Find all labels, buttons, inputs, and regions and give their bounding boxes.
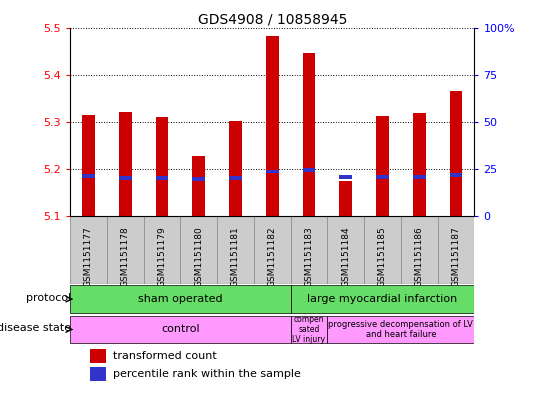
Bar [438, 217, 474, 284]
Bar [291, 217, 327, 284]
Bar [266, 170, 279, 173]
Text: disease state: disease state [0, 323, 71, 333]
Text: GSM1151179: GSM1151179 [157, 227, 167, 287]
Title: GDS4908 / 10858945: GDS4908 / 10858945 [197, 12, 347, 26]
Text: large myocardial infarction: large myocardial infarction [307, 294, 458, 304]
Bar [302, 168, 315, 172]
Bar [254, 217, 291, 284]
Bar [82, 115, 95, 217]
Bar [181, 217, 217, 284]
Text: GSM1151183: GSM1151183 [305, 227, 314, 287]
Bar [327, 217, 364, 284]
Text: GSM1151181: GSM1151181 [231, 227, 240, 287]
Text: GSM1151185: GSM1151185 [378, 227, 387, 287]
Text: GSM1151186: GSM1151186 [414, 227, 424, 287]
Bar [291, 316, 327, 343]
Text: control: control [161, 325, 199, 334]
Bar [143, 217, 181, 284]
Bar [91, 367, 107, 381]
Text: GSM1151178: GSM1151178 [121, 227, 130, 287]
Bar [119, 176, 132, 180]
Bar [192, 177, 205, 180]
Bar [450, 91, 462, 217]
Bar [82, 174, 95, 178]
Bar [119, 112, 132, 217]
Bar [413, 112, 426, 217]
Bar [364, 217, 401, 284]
Bar [266, 36, 279, 217]
Bar [413, 175, 426, 179]
Bar [156, 176, 168, 180]
Bar [302, 53, 315, 217]
Bar [70, 217, 107, 284]
Bar [339, 175, 352, 179]
Bar [229, 121, 242, 217]
Text: sham operated: sham operated [138, 294, 223, 304]
Bar [291, 285, 474, 313]
Bar [376, 116, 389, 217]
Bar [107, 217, 143, 284]
Text: GSM1151187: GSM1151187 [452, 227, 460, 287]
Text: transformed count: transformed count [113, 351, 216, 361]
Bar [192, 156, 205, 217]
Text: GSM1151182: GSM1151182 [268, 227, 277, 287]
Bar [401, 217, 438, 284]
Text: GSM1151177: GSM1151177 [84, 227, 93, 287]
Bar [217, 217, 254, 284]
Text: percentile rank within the sample: percentile rank within the sample [113, 369, 300, 379]
Text: progressive decompensation of LV
and heart failure: progressive decompensation of LV and hea… [328, 320, 473, 339]
Bar [91, 349, 107, 363]
Bar [229, 176, 242, 180]
Text: GSM1151180: GSM1151180 [194, 227, 203, 287]
Bar [327, 316, 474, 343]
Bar [156, 117, 168, 217]
Bar [70, 285, 291, 313]
Text: compen
sated
LV injury: compen sated LV injury [293, 314, 326, 344]
Text: protocol: protocol [25, 292, 71, 303]
Bar [450, 173, 462, 177]
Bar [376, 175, 389, 179]
Bar [70, 316, 291, 343]
Bar [339, 181, 352, 217]
Text: GSM1151184: GSM1151184 [341, 227, 350, 287]
